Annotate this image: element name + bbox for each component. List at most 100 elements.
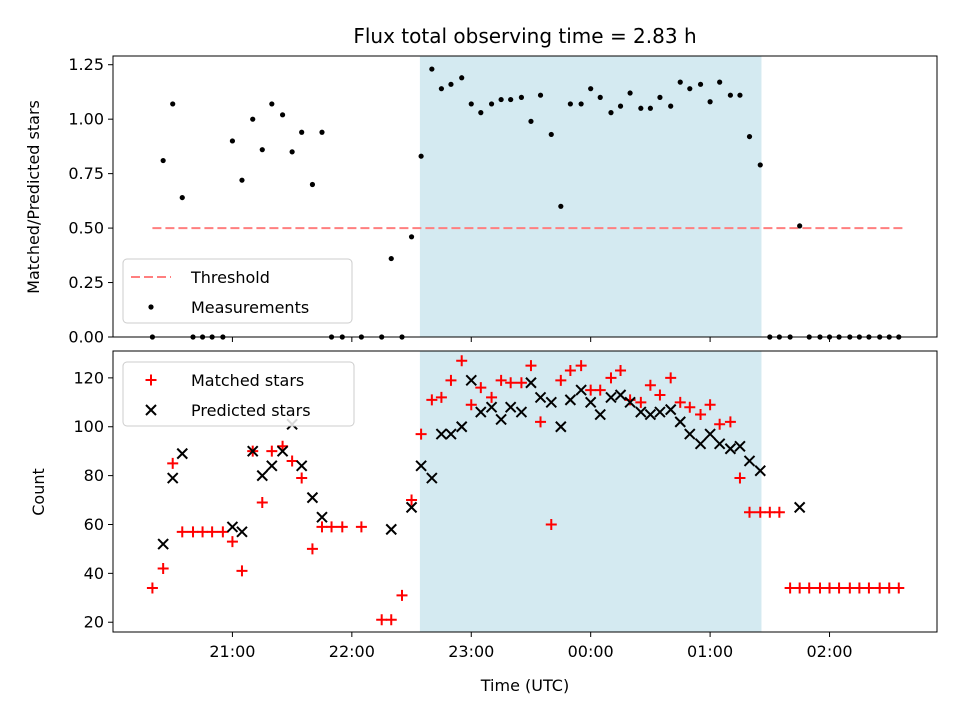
measurement-point — [289, 149, 295, 155]
measurement-point — [657, 94, 663, 100]
predicted-star-marker — [515, 406, 528, 418]
matched-star-marker — [615, 365, 627, 377]
predicted-star-marker — [157, 538, 169, 550]
matched-star-marker — [794, 582, 806, 594]
measurement-point — [746, 133, 753, 140]
predicted-star-marker — [575, 384, 587, 396]
legend-label: Measurements — [191, 298, 309, 317]
matched-star-marker — [256, 496, 268, 508]
predicted-star-marker — [704, 428, 716, 440]
matched-star-marker — [226, 536, 238, 548]
y-tick-label: 1.25 — [68, 55, 104, 74]
matched-star-marker — [167, 457, 179, 469]
legend-label: Matched stars — [191, 371, 304, 390]
predicted-star-marker — [614, 389, 627, 401]
measurement-point — [668, 103, 674, 109]
y-tick-label: 0.75 — [68, 164, 104, 183]
matched-star-marker — [336, 521, 348, 533]
predicted-star-marker — [415, 460, 427, 472]
predicted-star-marker — [485, 401, 498, 413]
measurement-point — [588, 86, 594, 92]
predicted-star-marker — [266, 460, 278, 472]
measurement-point — [388, 255, 394, 262]
measurement-point — [319, 129, 325, 135]
matched-star-marker — [435, 391, 447, 403]
measurement-point — [567, 101, 573, 107]
matched-star-marker — [724, 416, 736, 428]
matched-star-marker — [187, 526, 199, 538]
matched-star-marker — [874, 582, 886, 594]
matched-star-marker — [744, 506, 756, 518]
matched-star-marker — [266, 445, 278, 457]
measurement-point — [429, 66, 435, 72]
predicted-star-marker — [564, 394, 577, 406]
matched-star-marker — [396, 589, 408, 601]
plot-frame — [112, 55, 938, 338]
y-tick-label: 0.00 — [68, 328, 104, 347]
matched-star-marker — [635, 396, 647, 408]
y-tick-label: 20 — [84, 613, 104, 632]
x-tick-label: 00:00 — [568, 642, 614, 661]
matched-star-marker — [445, 374, 457, 386]
measurement-point — [737, 92, 743, 98]
predicted-star-marker — [176, 447, 188, 460]
y-tick-label: 120 — [73, 368, 104, 387]
predicted-star-marker — [713, 438, 726, 450]
measurement-point — [717, 79, 723, 85]
measurement-point — [299, 129, 305, 135]
measurement-point — [647, 105, 653, 111]
measurement-point — [508, 96, 514, 103]
y-tick-label: 1.00 — [68, 110, 104, 129]
legend-predicted-swatch — [145, 404, 157, 416]
measurement-point — [418, 153, 424, 159]
matched-star-marker — [456, 355, 468, 367]
x-tick-label: 02:00 — [806, 642, 852, 661]
matched-star-marker — [426, 394, 438, 406]
matched-star-marker — [535, 416, 547, 428]
measurement-point — [309, 181, 316, 188]
legend-matched-swatch — [145, 374, 157, 386]
matched-star-marker — [525, 360, 537, 372]
matched-star-marker — [714, 418, 726, 430]
measurement-point — [468, 101, 474, 107]
matched-star-marker — [695, 409, 707, 421]
predicted-star-marker — [167, 472, 179, 484]
matched-star-marker — [486, 391, 498, 403]
matched-star-marker — [475, 382, 487, 394]
measurement-point — [438, 86, 445, 92]
measurement-point — [179, 194, 185, 201]
predicted-star-marker — [385, 523, 397, 536]
predicted-star-marker — [694, 438, 707, 450]
matched-star-marker — [773, 506, 785, 518]
predicted-star-marker — [405, 501, 418, 514]
predicted-star-marker — [793, 501, 806, 514]
matched-star-marker — [893, 582, 905, 594]
measurement-point — [697, 81, 704, 87]
measurement-point — [727, 92, 734, 98]
predicted-star-marker — [435, 428, 448, 440]
matched-star-marker — [197, 526, 209, 538]
measurement-point — [170, 101, 176, 107]
matched-star-marker — [465, 399, 477, 411]
matched-star-marker — [674, 396, 686, 408]
predicted-star-marker — [644, 408, 657, 421]
matched-star-marker — [355, 521, 367, 533]
measurement-point — [797, 223, 803, 229]
predicted-star-marker — [504, 401, 517, 413]
predicted-star-marker — [256, 469, 268, 482]
matched-star-marker — [505, 377, 517, 389]
predicted-star-marker — [664, 403, 677, 416]
predicted-star-marker — [594, 408, 606, 421]
matched-star-marker — [684, 401, 696, 413]
matched-star-marker — [515, 377, 527, 389]
predicted-star-marker — [295, 460, 308, 472]
matched-star-marker — [495, 374, 507, 386]
matched-star-marker — [376, 614, 388, 626]
measurement-point — [627, 90, 633, 96]
predicted-star-marker — [545, 396, 557, 409]
legend-measurement-swatch — [148, 304, 154, 310]
count-panel: 20 40 60 80 100 120 21:00 22:00 23:00 00:00 01:00 0… — [73, 350, 938, 661]
matched-star-marker — [236, 565, 248, 577]
measurement-point — [279, 112, 286, 118]
matched-star-marker — [206, 526, 218, 538]
